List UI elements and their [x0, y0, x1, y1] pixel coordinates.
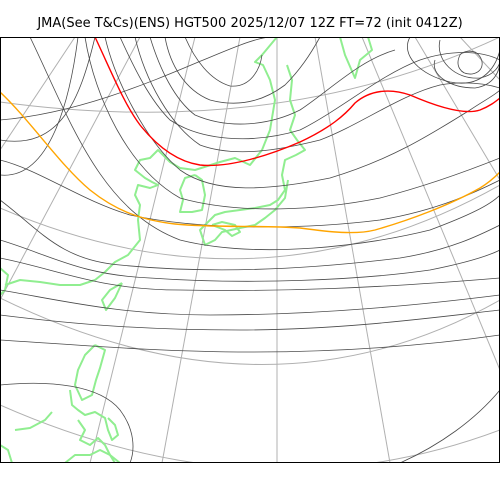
contour-line — [0, 382, 134, 463]
parallel-line — [0, 184, 500, 260]
contour-line — [0, 334, 500, 353]
meridian-line — [0, 37, 141, 301]
contour-line — [433, 59, 500, 89]
coastline-kamchatka — [339, 37, 373, 79]
meridian-line — [414, 37, 500, 181]
map-background — [0, 37, 500, 463]
contour-line — [0, 289, 500, 316]
graticule-parallels — [0, 37, 500, 463]
coastline-mindanao — [64, 449, 121, 463]
parallel-line — [0, 297, 500, 365]
coastline-taiwan — [101, 282, 123, 311]
meridian-line — [314, 37, 391, 463]
coastline-west-edge — [0, 444, 13, 463]
height-contours — [0, 37, 500, 463]
contour-line — [164, 37, 321, 104]
contour-line — [0, 37, 79, 176]
contour-line — [84, 37, 500, 210]
coastline-asia-east — [4, 37, 278, 286]
contour-line — [184, 37, 263, 87]
contour-line — [407, 37, 500, 84]
meridian-line — [161, 37, 241, 463]
contour-highlight-orange — [0, 91, 500, 234]
contour-line — [0, 309, 500, 331]
coastline-philippines-central — [69, 389, 119, 441]
graticule-meridians — [0, 37, 500, 463]
contour-highlight-red — [94, 37, 500, 167]
contour-line — [119, 37, 500, 140]
meridian-line — [0, 37, 76, 151]
coastline-korea — [179, 174, 206, 213]
contour-line — [0, 239, 500, 282]
contour-line — [149, 37, 396, 125]
meridian-line — [361, 37, 500, 371]
parallel-line — [0, 404, 500, 463]
coastline-west-small — [0, 267, 9, 296]
meridian-line — [459, 37, 500, 81]
contour-line — [0, 257, 500, 291]
coastline-borneo — [14, 411, 53, 431]
contour-line — [104, 37, 500, 189]
map-title: JMA(See T&Cs)(ENS) HGT500 2025/12/07 12Z… — [37, 16, 463, 31]
contour-line — [29, 37, 500, 250]
parallel-line — [0, 37, 500, 113]
coastline-japan-north — [211, 221, 241, 237]
coastline-philippines-south — [77, 419, 116, 463]
meridian-line — [89, 37, 196, 463]
contour-line — [134, 37, 500, 153]
contour-line — [0, 199, 500, 271]
coastline-philippines-north — [74, 344, 106, 401]
contour-low-center — [457, 50, 483, 75]
contour-line — [399, 389, 500, 463]
